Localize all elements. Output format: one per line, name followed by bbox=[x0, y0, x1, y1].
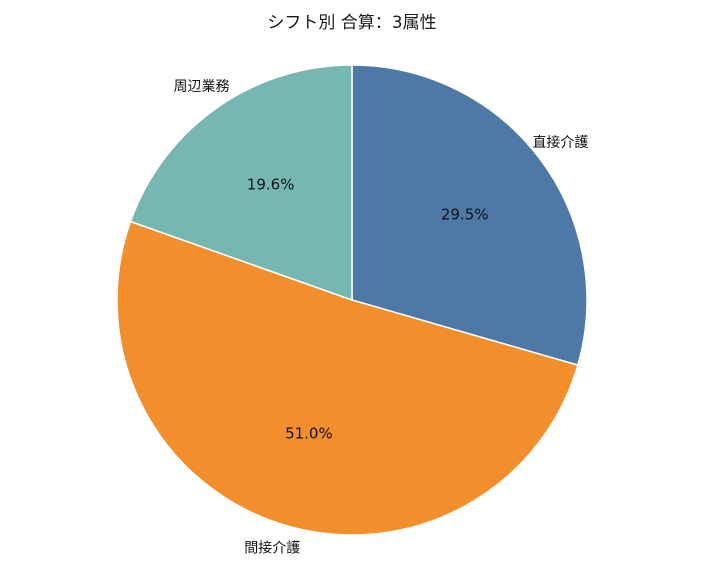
pie-slice-2 bbox=[116, 220, 579, 536]
pie-slice-percent-1: 29.5% bbox=[441, 206, 489, 224]
pie-slice-percent-3: 19.6% bbox=[247, 175, 295, 193]
pie-slice-3 bbox=[129, 64, 353, 302]
pie-slice-1 bbox=[351, 64, 588, 367]
pie-slice-label-3: 周辺業務 bbox=[173, 79, 229, 95]
chart-title: シフト別 合算：3属性 bbox=[267, 13, 437, 33]
pie-slice-label-1: 直接介護 bbox=[532, 134, 588, 151]
pie-slice-label-2: 間接介護 bbox=[244, 539, 300, 556]
pie-slice-percent-2: 51.0% bbox=[285, 425, 333, 443]
